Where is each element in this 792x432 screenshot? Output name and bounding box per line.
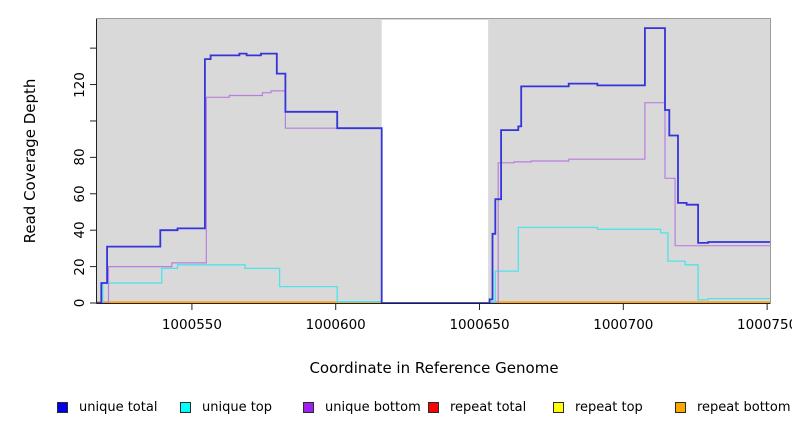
x-axis-title: Coordinate in Reference Genome [309,359,559,377]
series-unique-top [97,226,770,304]
legend-item-unique-total: unique total [57,401,157,414]
y-tick-label: 60 [72,185,88,203]
legend-item-repeat-bottom: repeat bottom [675,401,791,414]
legend-label: repeat total [450,400,527,415]
legend-swatch-icon [675,402,686,413]
legend-label: unique top [202,400,273,415]
legend-label: unique total [79,400,158,415]
y-tick-label: 40 [72,221,88,239]
x-tick-label: 1000700 [593,317,654,333]
x-tick-label: 1000550 [161,317,222,333]
no-data-gap-region [381,20,489,303]
series-unique-total [97,27,770,304]
x-tick-label: 1000600 [305,317,366,333]
x-tick-label: 1000650 [449,317,510,333]
legend-swatch-icon [57,402,68,413]
x-tick-label: 1000750 [737,317,792,333]
legend-label: repeat bottom [697,400,791,415]
legend-item-repeat-top: repeat top [553,401,643,414]
y-tick-label: 20 [72,257,88,276]
y-axis-title: Read Coverage Depth [21,78,39,244]
legend-item-unique-bottom: unique bottom [303,401,421,414]
legend-item-unique-top: unique top [180,401,272,414]
legend-swatch-icon [303,402,314,413]
y-tick-label: 120 [72,71,88,98]
legend-label: repeat top [575,400,643,415]
legend-item-repeat-total: repeat total [428,401,526,414]
y-tick-label: 0 [72,298,88,308]
legend-label: unique bottom [325,400,421,415]
legend-swatch-icon [553,402,564,413]
legend-swatch-icon [428,402,439,413]
y-tick-label: 80 [72,148,88,166]
legend-swatch-icon [180,402,191,413]
